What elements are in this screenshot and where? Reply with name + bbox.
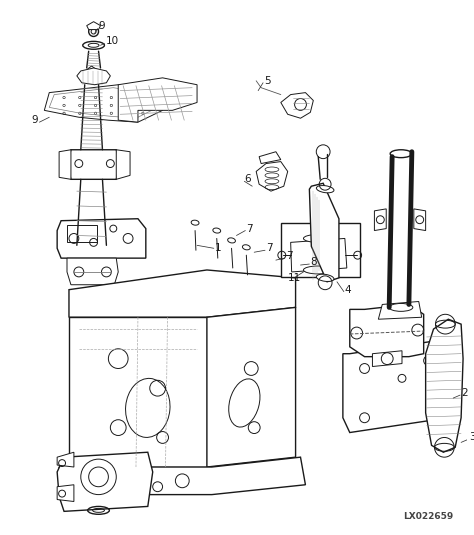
Ellipse shape [389,303,413,311]
Polygon shape [59,457,305,494]
Text: 5: 5 [264,76,271,86]
Polygon shape [373,351,402,366]
Ellipse shape [316,186,334,193]
Text: 10: 10 [105,36,118,47]
Ellipse shape [390,150,412,158]
Polygon shape [378,302,422,319]
Polygon shape [75,252,109,265]
Polygon shape [87,22,100,29]
Text: LX022659: LX022659 [403,512,453,521]
Text: 2: 2 [461,388,468,398]
Text: 6: 6 [245,174,251,185]
Polygon shape [291,239,347,272]
Polygon shape [57,452,74,467]
Polygon shape [45,85,163,122]
Polygon shape [207,308,296,467]
Polygon shape [67,150,120,179]
Ellipse shape [191,220,199,225]
Text: 7: 7 [286,251,292,261]
Polygon shape [57,219,146,258]
Polygon shape [116,150,130,179]
Polygon shape [259,152,281,164]
Text: 9: 9 [99,21,105,30]
Polygon shape [57,452,153,511]
Ellipse shape [316,274,334,281]
Bar [67,225,97,242]
Text: 7: 7 [266,243,273,253]
Text: 8: 8 [310,257,317,267]
Text: 11: 11 [288,273,301,283]
Text: 7: 7 [246,224,253,234]
Polygon shape [374,209,386,231]
Text: 3: 3 [469,432,474,442]
Bar [281,223,360,277]
Polygon shape [69,317,207,467]
Polygon shape [77,68,110,85]
Polygon shape [256,162,288,191]
Polygon shape [414,209,426,231]
Text: 4: 4 [345,285,351,295]
Ellipse shape [228,238,236,243]
Polygon shape [73,246,110,252]
Polygon shape [281,93,313,118]
Polygon shape [343,339,455,432]
Ellipse shape [303,234,333,242]
Polygon shape [350,304,424,357]
Polygon shape [67,258,118,285]
Ellipse shape [213,228,221,233]
Ellipse shape [303,266,333,274]
Polygon shape [69,270,296,317]
Polygon shape [59,150,71,179]
Text: 1: 1 [215,243,221,253]
Polygon shape [310,184,339,282]
Ellipse shape [242,244,250,250]
Polygon shape [88,66,96,71]
Text: 9: 9 [32,115,38,125]
Polygon shape [57,485,74,501]
Polygon shape [118,78,197,122]
Polygon shape [426,319,463,452]
